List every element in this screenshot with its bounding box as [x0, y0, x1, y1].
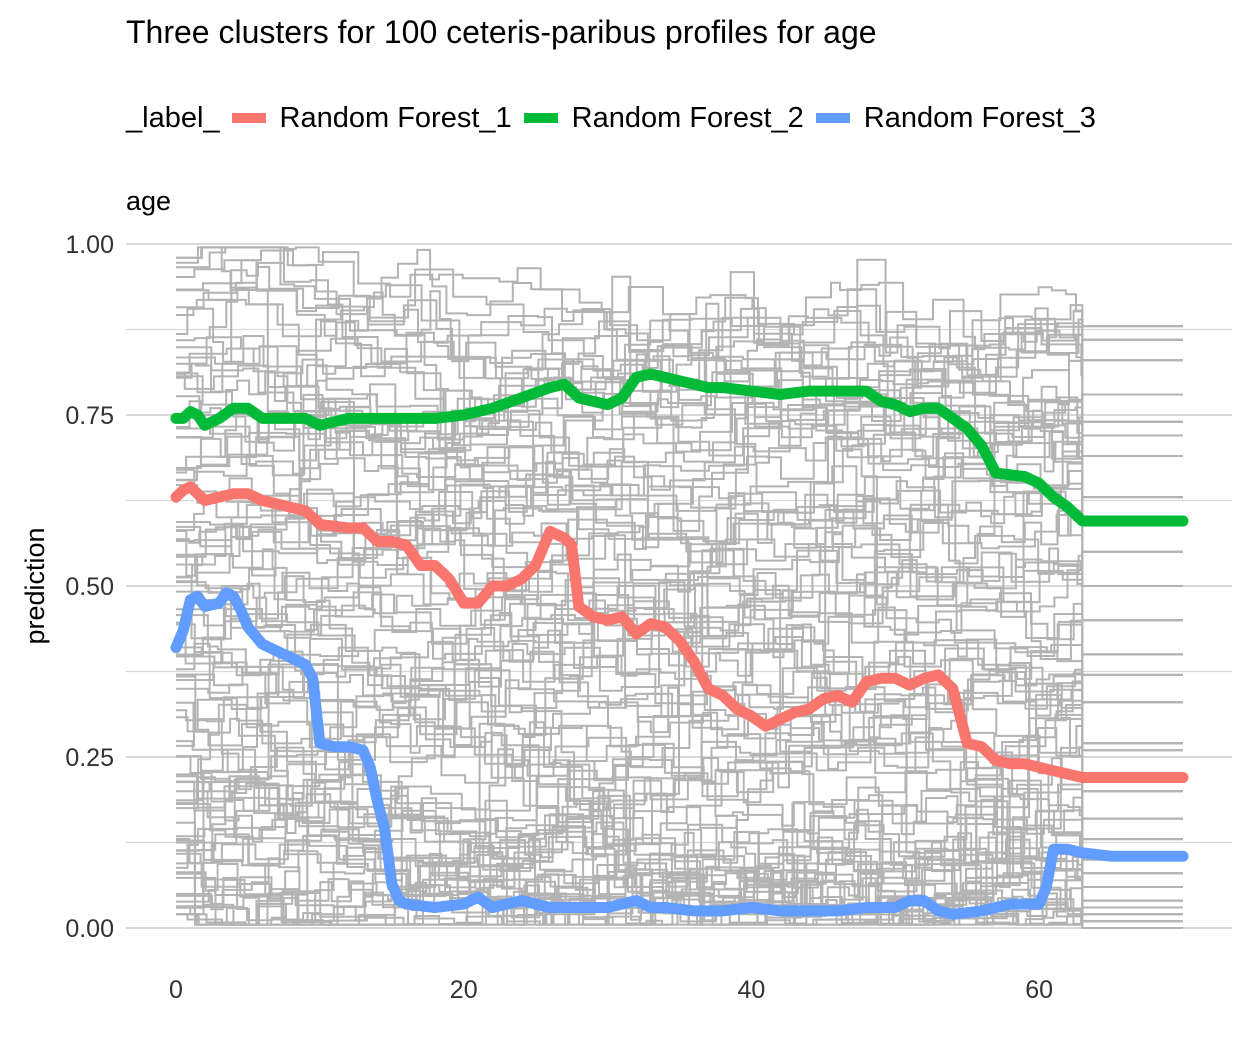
background-profile-line: [176, 821, 1183, 926]
background-profile-line: [176, 596, 1183, 669]
background-profile-line: [176, 514, 1183, 641]
x-tick-label: 60: [1025, 976, 1053, 1004]
background-profiles: [176, 246, 1183, 929]
y-tick-label: 1.00: [65, 231, 114, 259]
y-tick-label: 0.50: [65, 573, 114, 601]
facet-strip-label: age: [126, 186, 171, 216]
background-profile-line: [176, 289, 1183, 412]
background-profile-line: [176, 832, 1183, 926]
legend-label-series-1: Random Forest_1: [279, 101, 512, 134]
legend-title: _label_: [126, 101, 220, 134]
legend-item-series-2: Random Forest_2: [523, 101, 804, 135]
chart-title: Three clusters for 100 ceteris-paribus p…: [126, 14, 877, 50]
background-profile-line: [176, 435, 1183, 651]
background-profile-line: [176, 772, 1183, 926]
legend-key-series-2: [523, 113, 558, 123]
background-profile-line: [176, 246, 1183, 380]
background-profile-line: [176, 246, 1183, 411]
background-profile-line: [176, 751, 1183, 926]
background-profile-line: [176, 549, 1183, 738]
background-profile-line: [176, 347, 1183, 519]
background-profile-line: [176, 754, 1183, 926]
legend-key-series-3: [815, 113, 850, 123]
background-profile-line: [176, 713, 1183, 868]
tick-labels: 0.00 0.25 0.50 0.75 1.00 0 20 40 60: [65, 231, 1053, 1004]
background-profile-line: [176, 443, 1183, 583]
background-profile-line: [176, 728, 1183, 897]
background-profile-line: [176, 524, 1183, 779]
background-profile-line: [176, 307, 1183, 575]
legend-item-series-1: Random Forest_1: [231, 101, 512, 135]
background-profile-line: [176, 410, 1183, 572]
y-tick-label: 0.00: [65, 915, 114, 943]
series-lines: [170, 368, 1189, 920]
y-tick-label: 0.75: [65, 402, 114, 430]
background-profile-line: [176, 748, 1183, 926]
background-profile-line: [176, 266, 1183, 513]
y-axis-title: prediction: [20, 527, 50, 644]
background-profile-line: [176, 802, 1183, 925]
background-profile-line: [176, 573, 1183, 736]
legend: _label_ Random Forest_1 Random Forest_2 …: [126, 100, 1096, 136]
series-line-2: [170, 368, 1189, 527]
series-line-3: [170, 587, 1189, 920]
x-tick-label: 40: [738, 976, 766, 1004]
background-profile-line: [176, 288, 1183, 417]
background-profile-line: [176, 774, 1183, 888]
series-line-1: [170, 481, 1189, 783]
x-tick-label: 0: [169, 976, 183, 1004]
legend-label-series-2: Random Forest_2: [571, 101, 804, 134]
background-profile-line: [176, 490, 1183, 676]
background-profile-line: [176, 484, 1183, 627]
background-profile-line: [176, 636, 1183, 869]
background-profile-line: [176, 768, 1183, 926]
legend-key-series-1: [231, 113, 266, 123]
background-profile-line: [176, 483, 1183, 707]
background-profile-line: [176, 249, 1183, 409]
background-profile-line: [176, 287, 1183, 436]
legend-label-series-3: Random Forest_3: [863, 101, 1096, 134]
legend-item-series-3: Random Forest_3: [815, 101, 1096, 135]
y-tick-label: 0.25: [65, 744, 114, 772]
background-profile-line: [176, 445, 1183, 641]
background-profile-line: [176, 595, 1183, 761]
background-profile-line: [176, 521, 1183, 693]
background-profile-line: [176, 246, 1183, 494]
background-profile-line: [176, 776, 1183, 926]
background-profile-line: [176, 345, 1183, 566]
x-tick-label: 20: [450, 976, 478, 1004]
